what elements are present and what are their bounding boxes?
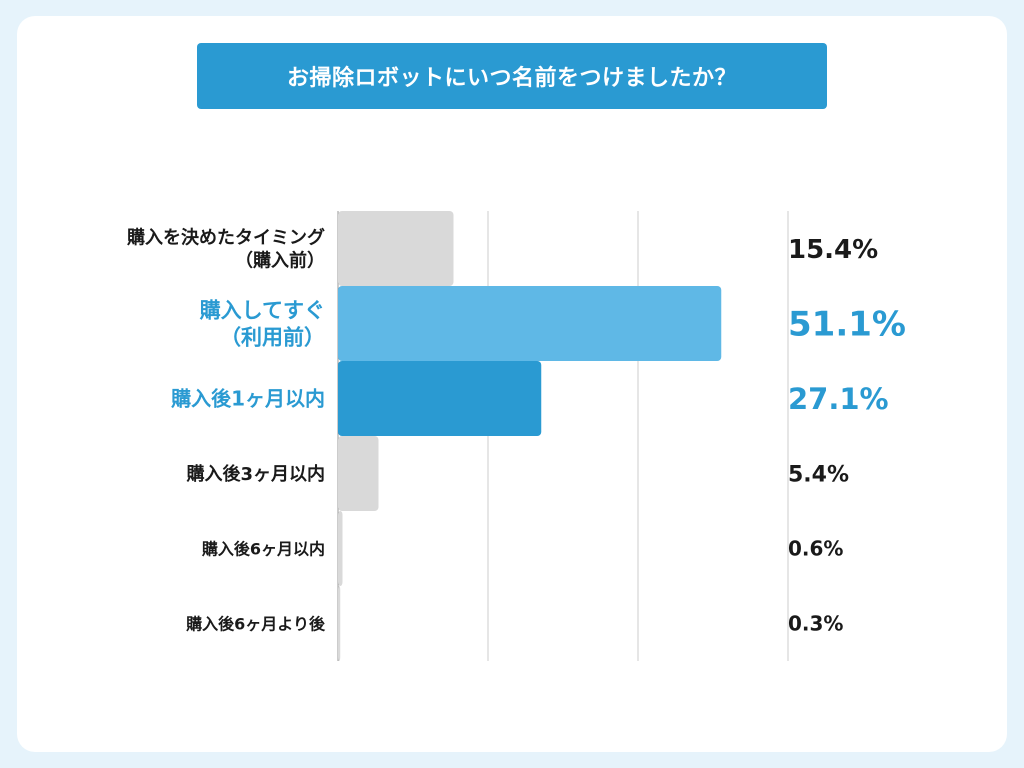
value-label: 0.3% xyxy=(788,612,843,636)
chart-title: お掃除ロボットにいつ名前をつけましたか？ xyxy=(197,43,827,109)
value-label: 5.4% xyxy=(788,462,849,487)
value-label: 27.1% xyxy=(788,382,889,416)
bar xyxy=(338,361,542,436)
category-label: 購入後1ヶ月以内 xyxy=(171,387,325,411)
bar xyxy=(338,436,379,511)
bar xyxy=(338,211,454,286)
category-label: 購入後3ヶ月以内 xyxy=(185,463,325,485)
category-label: 購入してすぐ（利用前） xyxy=(199,298,325,349)
category-label: 購入後6ヶ月より後 xyxy=(185,614,326,633)
bar xyxy=(338,286,722,361)
value-label: 51.1% xyxy=(788,305,906,345)
category-label: 購入を決めたタイミング（購入前） xyxy=(126,226,325,271)
category-label: 購入後6ヶ月以内 xyxy=(201,539,325,558)
value-label: 15.4% xyxy=(788,235,878,265)
bar xyxy=(338,511,343,586)
bar xyxy=(338,586,341,661)
value-label: 0.6% xyxy=(788,537,843,561)
